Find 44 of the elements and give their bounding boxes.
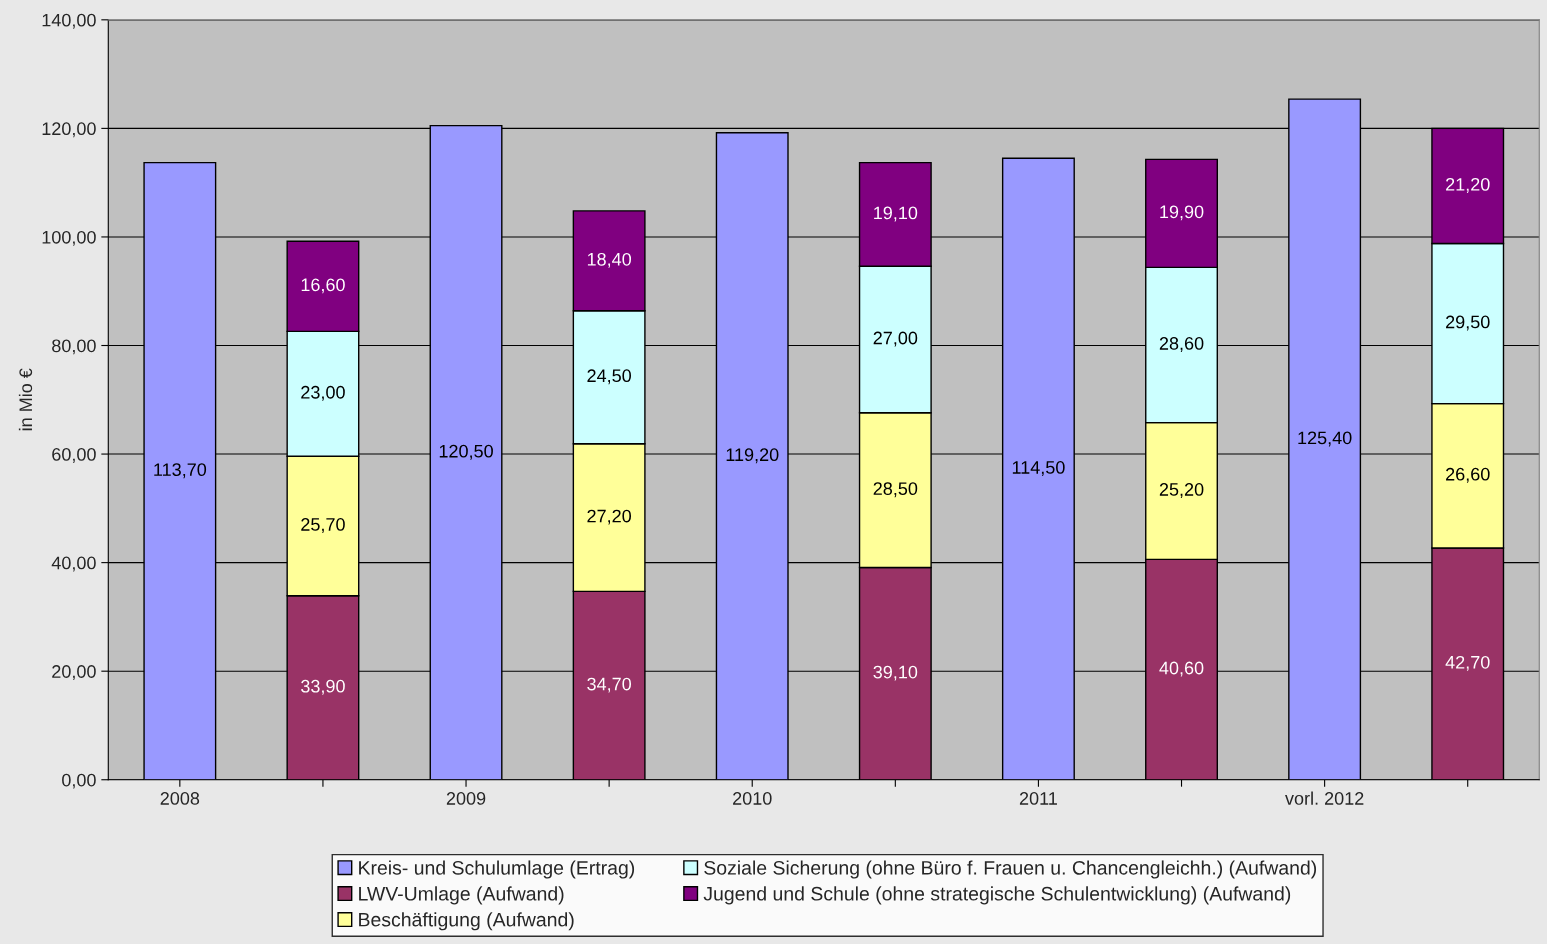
data-label: 26,60	[1446, 467, 1490, 483]
legend-label: Soziale Sicherung (ohne Büro f. Frauen u. Chancengleichh.) (Aufwand)	[704, 860, 1317, 879]
y-tick-label: 60,00	[52, 448, 96, 463]
data-label: 28,50	[873, 482, 918, 498]
y-tick-label: 0,00	[62, 773, 96, 789]
x-tick-label: 2008	[160, 792, 200, 805]
x-tick-label: 2011	[1019, 792, 1057, 805]
data-label: 114,50	[1012, 461, 1065, 476]
data-label: 42,70	[1445, 655, 1490, 671]
x-tick-label: 2010	[733, 792, 772, 805]
data-label: 25,70	[301, 518, 345, 533]
data-label: 19,90	[1160, 205, 1204, 221]
y-tick-label: 120,00	[42, 122, 96, 138]
data-label: 120,50	[439, 444, 493, 460]
data-label: 27,20	[587, 509, 632, 525]
data-label: 24,50	[587, 369, 632, 385]
y-tick-label: 20,00	[52, 665, 96, 681]
data-label: 28,60	[1159, 337, 1204, 352]
data-label: 125,40	[1298, 431, 1352, 447]
legend-label: Kreis- und Schulumlage (Ertrag)	[359, 860, 635, 879]
legend-label: LWV-Umlage (Aufwand)	[359, 886, 564, 905]
x-tick-label: 2009	[446, 792, 486, 805]
data-label: 25,20	[1159, 483, 1204, 498]
x-tick-label: vorl. 2012	[1285, 791, 1364, 805]
data-label: 18,40	[587, 252, 632, 268]
legend-label: Jugend und Schule (ohne strategische Schulentwicklung) (Aufwand)	[703, 886, 1291, 905]
data-label: 34,70	[587, 677, 632, 693]
data-label: 21,20	[1446, 177, 1490, 193]
data-label: 16,60	[301, 278, 345, 294]
data-label: 33,90	[301, 679, 345, 695]
data-label: 23,00	[301, 385, 345, 401]
data-label: 119,20	[726, 448, 779, 464]
y-tick-label: 100,00	[42, 230, 96, 246]
data-label: 113,70	[154, 463, 207, 479]
y-tick-label: 140,00	[42, 13, 96, 29]
data-label: 27,00	[873, 331, 918, 347]
data-label: 39,10	[873, 665, 918, 681]
y-axis-title: in Mio €	[18, 368, 33, 431]
y-tick-label: 40,00	[51, 556, 96, 572]
y-tick-label: 80,00	[52, 339, 96, 355]
legend-label: Beschäftigung (Aufwand)	[359, 912, 574, 931]
data-label: 19,10	[874, 206, 918, 222]
data-label: 40,60	[1159, 661, 1204, 677]
data-label: 29,50	[1446, 315, 1490, 331]
